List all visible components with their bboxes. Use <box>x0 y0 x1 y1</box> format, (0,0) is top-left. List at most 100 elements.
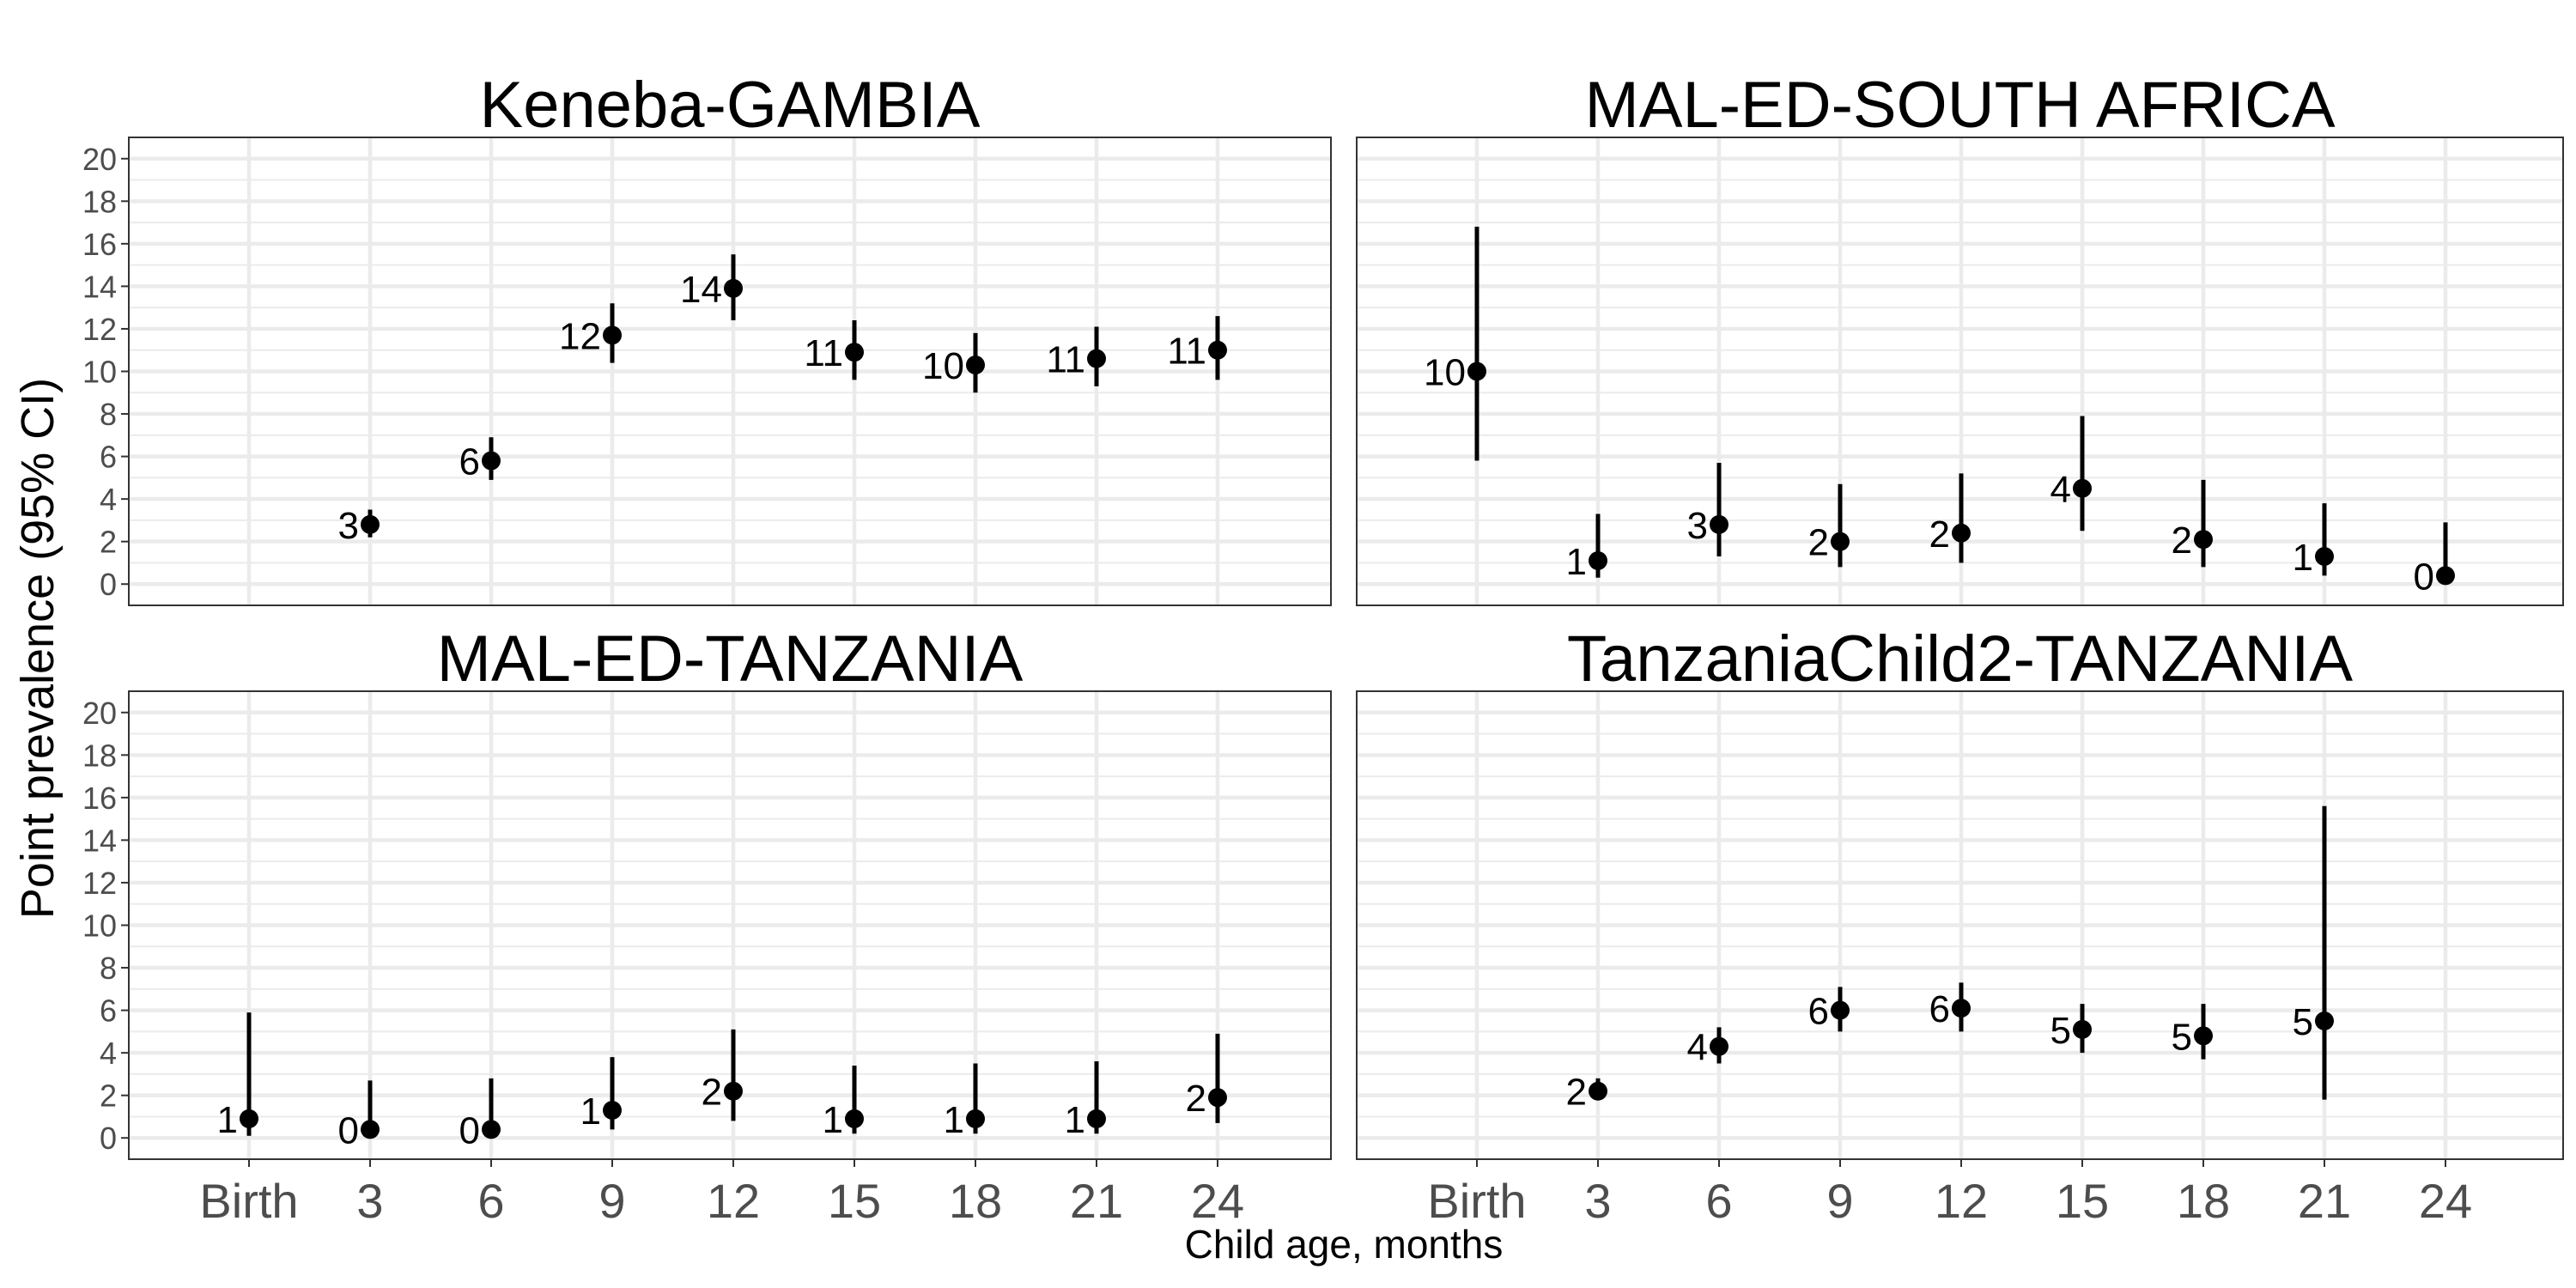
panel-title: TanzaniaChild2-TANZANIA <box>1567 623 2353 696</box>
data-label: 6 <box>1929 988 1950 1030</box>
data-point <box>2194 1026 2213 1046</box>
y-tick-label: 14 <box>82 823 117 858</box>
data-point <box>2194 530 2213 550</box>
x-tick-label: 3 <box>356 1174 383 1228</box>
data-point <box>1952 999 1971 1018</box>
x-tick-label: 9 <box>1826 1174 1853 1228</box>
x-tick-label: Birth <box>199 1174 298 1228</box>
data-label: 12 <box>559 315 601 357</box>
data-point <box>2073 478 2092 498</box>
panel-title: Keneba-GAMBIA <box>480 69 981 142</box>
x-tick-label: 9 <box>598 1174 625 1228</box>
data-point <box>845 343 864 362</box>
data-label: 2 <box>1808 522 1829 564</box>
x-tick-label: 12 <box>1935 1174 1988 1228</box>
data-label: 3 <box>1687 505 1708 547</box>
data-label: 5 <box>2050 1010 2071 1052</box>
x-tick-label: 15 <box>828 1174 881 1228</box>
data-point <box>1087 349 1106 368</box>
x-tick-label: 18 <box>2177 1174 2230 1228</box>
data-point <box>724 278 743 298</box>
data-point <box>1589 550 1607 570</box>
data-label: 2 <box>1929 513 1950 556</box>
data-label: 11 <box>1167 331 1206 373</box>
data-label: 0 <box>338 1109 359 1151</box>
data-point <box>845 1109 864 1128</box>
y-tick-label: 14 <box>82 269 117 304</box>
y-tick-label: 2 <box>100 525 117 560</box>
y-tick-label: 6 <box>100 440 117 475</box>
y-tick-label: 4 <box>100 482 117 517</box>
y-tick-label: 16 <box>82 227 117 262</box>
x-tick-label: 21 <box>1070 1174 1123 1228</box>
x-tick-label: 6 <box>1705 1174 1732 1228</box>
x-tick-label: 15 <box>2056 1174 2109 1228</box>
data-label: 1 <box>217 1099 238 1141</box>
data-point <box>966 1109 985 1128</box>
data-point <box>482 1120 501 1139</box>
data-label: 4 <box>2050 469 2071 511</box>
data-label: 11 <box>804 332 843 374</box>
data-point <box>1710 514 1728 534</box>
data-point <box>2436 566 2455 586</box>
data-label: 5 <box>2172 1016 2192 1058</box>
data-point <box>1208 1088 1227 1108</box>
data-point <box>724 1081 743 1101</box>
data-point <box>1087 1109 1106 1128</box>
data-point <box>1208 340 1227 360</box>
data-point <box>482 451 501 471</box>
data-point <box>1952 523 1971 543</box>
data-label: 5 <box>2293 1001 2313 1043</box>
data-label: 14 <box>680 269 722 311</box>
data-label: 2 <box>2172 519 2192 562</box>
y-tick-label: 10 <box>82 908 117 944</box>
x-tick-label: Birth <box>1427 1174 1526 1228</box>
y-axis-title: Point prevalence (95% CI) <box>12 378 64 919</box>
data-label: 6 <box>459 441 480 483</box>
data-label: 3 <box>338 505 359 547</box>
data-point <box>1589 1081 1607 1101</box>
data-label: 0 <box>459 1109 480 1151</box>
panel-border <box>1356 690 2564 1160</box>
data-label: 1 <box>580 1091 601 1133</box>
x-axis-title: Child age, months <box>1185 1222 1504 1267</box>
y-tick-label: 12 <box>82 312 117 347</box>
y-tick-label: 0 <box>100 567 117 602</box>
x-tick-label: 3 <box>1584 1174 1611 1228</box>
y-tick-label: 2 <box>100 1078 117 1114</box>
x-tick-label: 18 <box>949 1174 1002 1228</box>
data-point <box>240 1109 258 1128</box>
y-tick-label: 6 <box>100 993 117 1029</box>
data-point <box>1831 532 1850 551</box>
y-tick-label: 0 <box>100 1121 117 1156</box>
data-label: 2 <box>1566 1072 1587 1114</box>
data-label: 6 <box>1808 991 1829 1033</box>
data-point <box>1467 361 1486 381</box>
y-tick-label: 18 <box>82 738 117 773</box>
data-label: 4 <box>1687 1027 1708 1069</box>
data-point <box>1710 1036 1728 1056</box>
y-tick-label: 10 <box>82 355 117 390</box>
data-point <box>361 1120 380 1139</box>
data-point <box>2073 1019 2092 1039</box>
x-tick-label: 24 <box>2419 1174 2472 1228</box>
data-label: 2 <box>702 1072 722 1114</box>
data-label: 1 <box>823 1099 843 1141</box>
data-label: 10 <box>922 345 964 387</box>
data-point <box>361 514 380 534</box>
panel-border <box>1356 137 2564 606</box>
y-tick-label: 8 <box>100 951 117 986</box>
data-label: 1 <box>2293 537 2313 579</box>
data-label: 1 <box>944 1099 964 1141</box>
data-label: 0 <box>2414 556 2434 598</box>
y-tick-label: 12 <box>82 866 117 901</box>
data-label: 2 <box>1186 1078 1206 1120</box>
data-label: 1 <box>1065 1099 1085 1141</box>
x-tick-label: 12 <box>707 1174 760 1228</box>
data-point <box>603 1101 622 1121</box>
y-tick-label: 4 <box>100 1036 117 1071</box>
x-tick-label: 24 <box>1191 1174 1244 1228</box>
data-point <box>1831 1000 1850 1020</box>
x-tick-label: 21 <box>2298 1174 2351 1228</box>
